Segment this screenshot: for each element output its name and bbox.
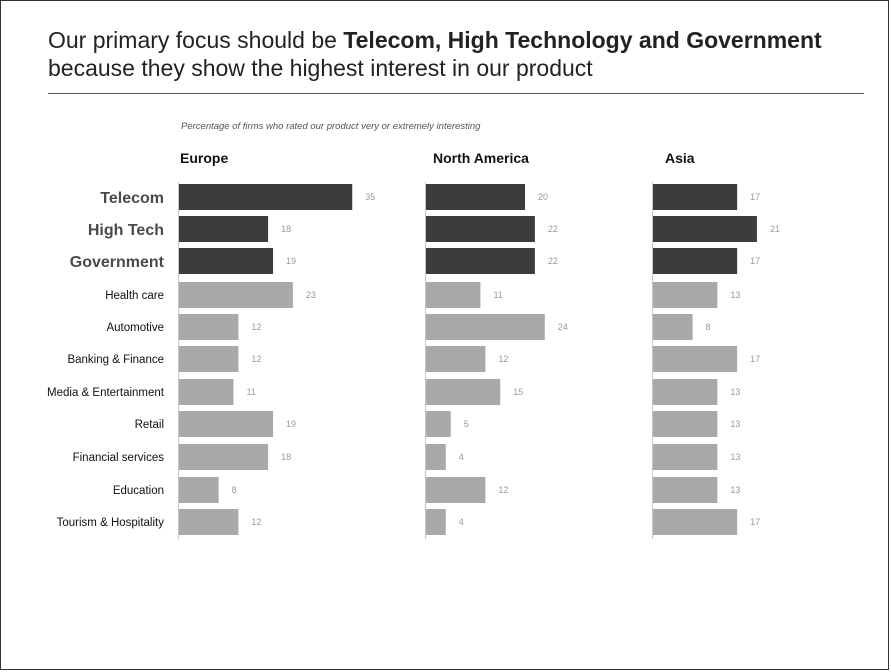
category-label-health-care: Health care bbox=[105, 290, 164, 302]
value-label-north-america-health-care: 11 bbox=[493, 290, 502, 300]
value-label-europe-education: 8 bbox=[232, 485, 237, 495]
category-label-telecom: Telecom bbox=[100, 190, 164, 207]
panel-title-asia: Asia bbox=[665, 150, 695, 166]
value-label-north-america-government: 22 bbox=[548, 256, 558, 266]
value-label-europe-financial-services: 18 bbox=[281, 452, 291, 462]
bar-europe-high-tech bbox=[179, 216, 269, 242]
panel-title-north-america: North America bbox=[433, 150, 529, 166]
value-label-europe-retail: 19 bbox=[286, 419, 296, 429]
bar-europe-health-care bbox=[179, 282, 293, 308]
bar-europe-retail bbox=[179, 411, 274, 437]
title-text-part2: because they show the highest interest i… bbox=[48, 55, 593, 81]
bar-north-america-education bbox=[426, 477, 486, 503]
value-label-north-america-retail: 5 bbox=[464, 419, 469, 429]
chart-subtitle: Percentage of firms who rated our produc… bbox=[181, 121, 481, 132]
bar-europe-automotive bbox=[179, 314, 239, 340]
bar-asia-education bbox=[653, 477, 718, 503]
bar-asia-media-and-entertainment bbox=[653, 379, 718, 405]
bar-asia-automotive bbox=[653, 314, 693, 340]
value-label-europe-automotive: 12 bbox=[251, 322, 261, 332]
value-label-asia-health-care: 13 bbox=[730, 290, 740, 300]
bar-asia-financial-services bbox=[653, 444, 718, 470]
value-label-asia-financial-services: 13 bbox=[730, 452, 740, 462]
value-label-asia-telecom: 17 bbox=[750, 192, 760, 202]
value-label-europe-health-care: 23 bbox=[306, 290, 316, 300]
bar-asia-government bbox=[653, 248, 738, 274]
value-label-asia-high-tech: 21 bbox=[770, 224, 780, 234]
bar-north-america-media-and-entertainment bbox=[426, 379, 501, 405]
title-divider bbox=[48, 93, 864, 94]
value-label-asia-tourism-and-hospitality: 17 bbox=[750, 517, 760, 527]
bar-north-america-financial-services bbox=[426, 444, 446, 470]
bar-europe-government bbox=[179, 248, 274, 274]
bar-europe-financial-services bbox=[179, 444, 269, 470]
value-label-north-america-tourism-and-hospitality: 4 bbox=[459, 517, 464, 527]
category-label-automotive: Automotive bbox=[106, 322, 164, 334]
value-label-north-america-high-tech: 22 bbox=[548, 224, 558, 234]
bar-asia-retail bbox=[653, 411, 718, 437]
category-label-media-and-entertainment: Media & Entertainment bbox=[47, 387, 165, 399]
bar-europe-media-and-entertainment bbox=[179, 379, 234, 405]
value-label-asia-media-and-entertainment: 13 bbox=[730, 387, 740, 397]
value-label-europe-telecom: 35 bbox=[365, 192, 375, 202]
bar-europe-tourism-and-hospitality bbox=[179, 509, 239, 535]
value-label-europe-media-and-entertainment: 11 bbox=[246, 387, 255, 397]
bar-asia-high-tech bbox=[653, 216, 757, 242]
bar-north-america-health-care bbox=[426, 282, 481, 308]
bar-asia-tourism-and-hospitality bbox=[653, 509, 738, 535]
category-label-government: Government bbox=[70, 254, 165, 271]
value-label-asia-banking-and-finance: 17 bbox=[750, 354, 760, 364]
category-label-education: Education bbox=[113, 485, 164, 497]
title-text-part1: Our primary focus should be bbox=[48, 27, 344, 53]
value-label-north-america-automotive: 24 bbox=[558, 322, 568, 332]
value-label-asia-education: 13 bbox=[730, 485, 740, 495]
value-label-asia-automotive: 8 bbox=[706, 322, 711, 332]
bar-north-america-telecom bbox=[426, 184, 525, 210]
bar-asia-telecom bbox=[653, 184, 738, 210]
value-label-asia-government: 17 bbox=[750, 256, 760, 266]
value-label-north-america-financial-services: 4 bbox=[459, 452, 464, 462]
panel-title-europe: Europe bbox=[180, 150, 229, 166]
title-text-bold: Telecom, High Technology and Government bbox=[343, 27, 822, 53]
value-label-europe-tourism-and-hospitality: 12 bbox=[251, 517, 261, 527]
value-label-europe-government: 19 bbox=[286, 256, 296, 266]
category-label-financial-services: Financial services bbox=[73, 452, 165, 464]
value-label-north-america-banking-and-finance: 12 bbox=[498, 354, 508, 364]
value-label-europe-banking-and-finance: 12 bbox=[251, 354, 261, 364]
value-label-europe-high-tech: 18 bbox=[281, 224, 291, 234]
category-label-retail: Retail bbox=[135, 419, 164, 431]
value-label-north-america-education: 12 bbox=[498, 485, 508, 495]
bar-north-america-retail bbox=[426, 411, 451, 437]
value-label-north-america-media-and-entertainment: 15 bbox=[513, 387, 523, 397]
bar-north-america-government bbox=[426, 248, 535, 274]
category-label-banking-and-finance: Banking & Finance bbox=[67, 354, 164, 366]
bar-north-america-banking-and-finance bbox=[426, 346, 486, 372]
category-label-high-tech: High Tech bbox=[88, 222, 164, 239]
bar-europe-banking-and-finance bbox=[179, 346, 239, 372]
bar-north-america-tourism-and-hospitality bbox=[426, 509, 446, 535]
bar-asia-health-care bbox=[653, 282, 718, 308]
value-label-north-america-telecom: 20 bbox=[538, 192, 548, 202]
bar-europe-telecom bbox=[179, 184, 353, 210]
bar-europe-education bbox=[179, 477, 219, 503]
bar-north-america-high-tech bbox=[426, 216, 535, 242]
bar-asia-banking-and-finance bbox=[653, 346, 738, 372]
slide-title: Our primary focus should be Telecom, Hig… bbox=[48, 26, 868, 82]
value-label-asia-retail: 13 bbox=[730, 419, 740, 429]
bar-north-america-automotive bbox=[426, 314, 545, 340]
category-label-tourism-and-hospitality: Tourism & Hospitality bbox=[57, 517, 165, 529]
